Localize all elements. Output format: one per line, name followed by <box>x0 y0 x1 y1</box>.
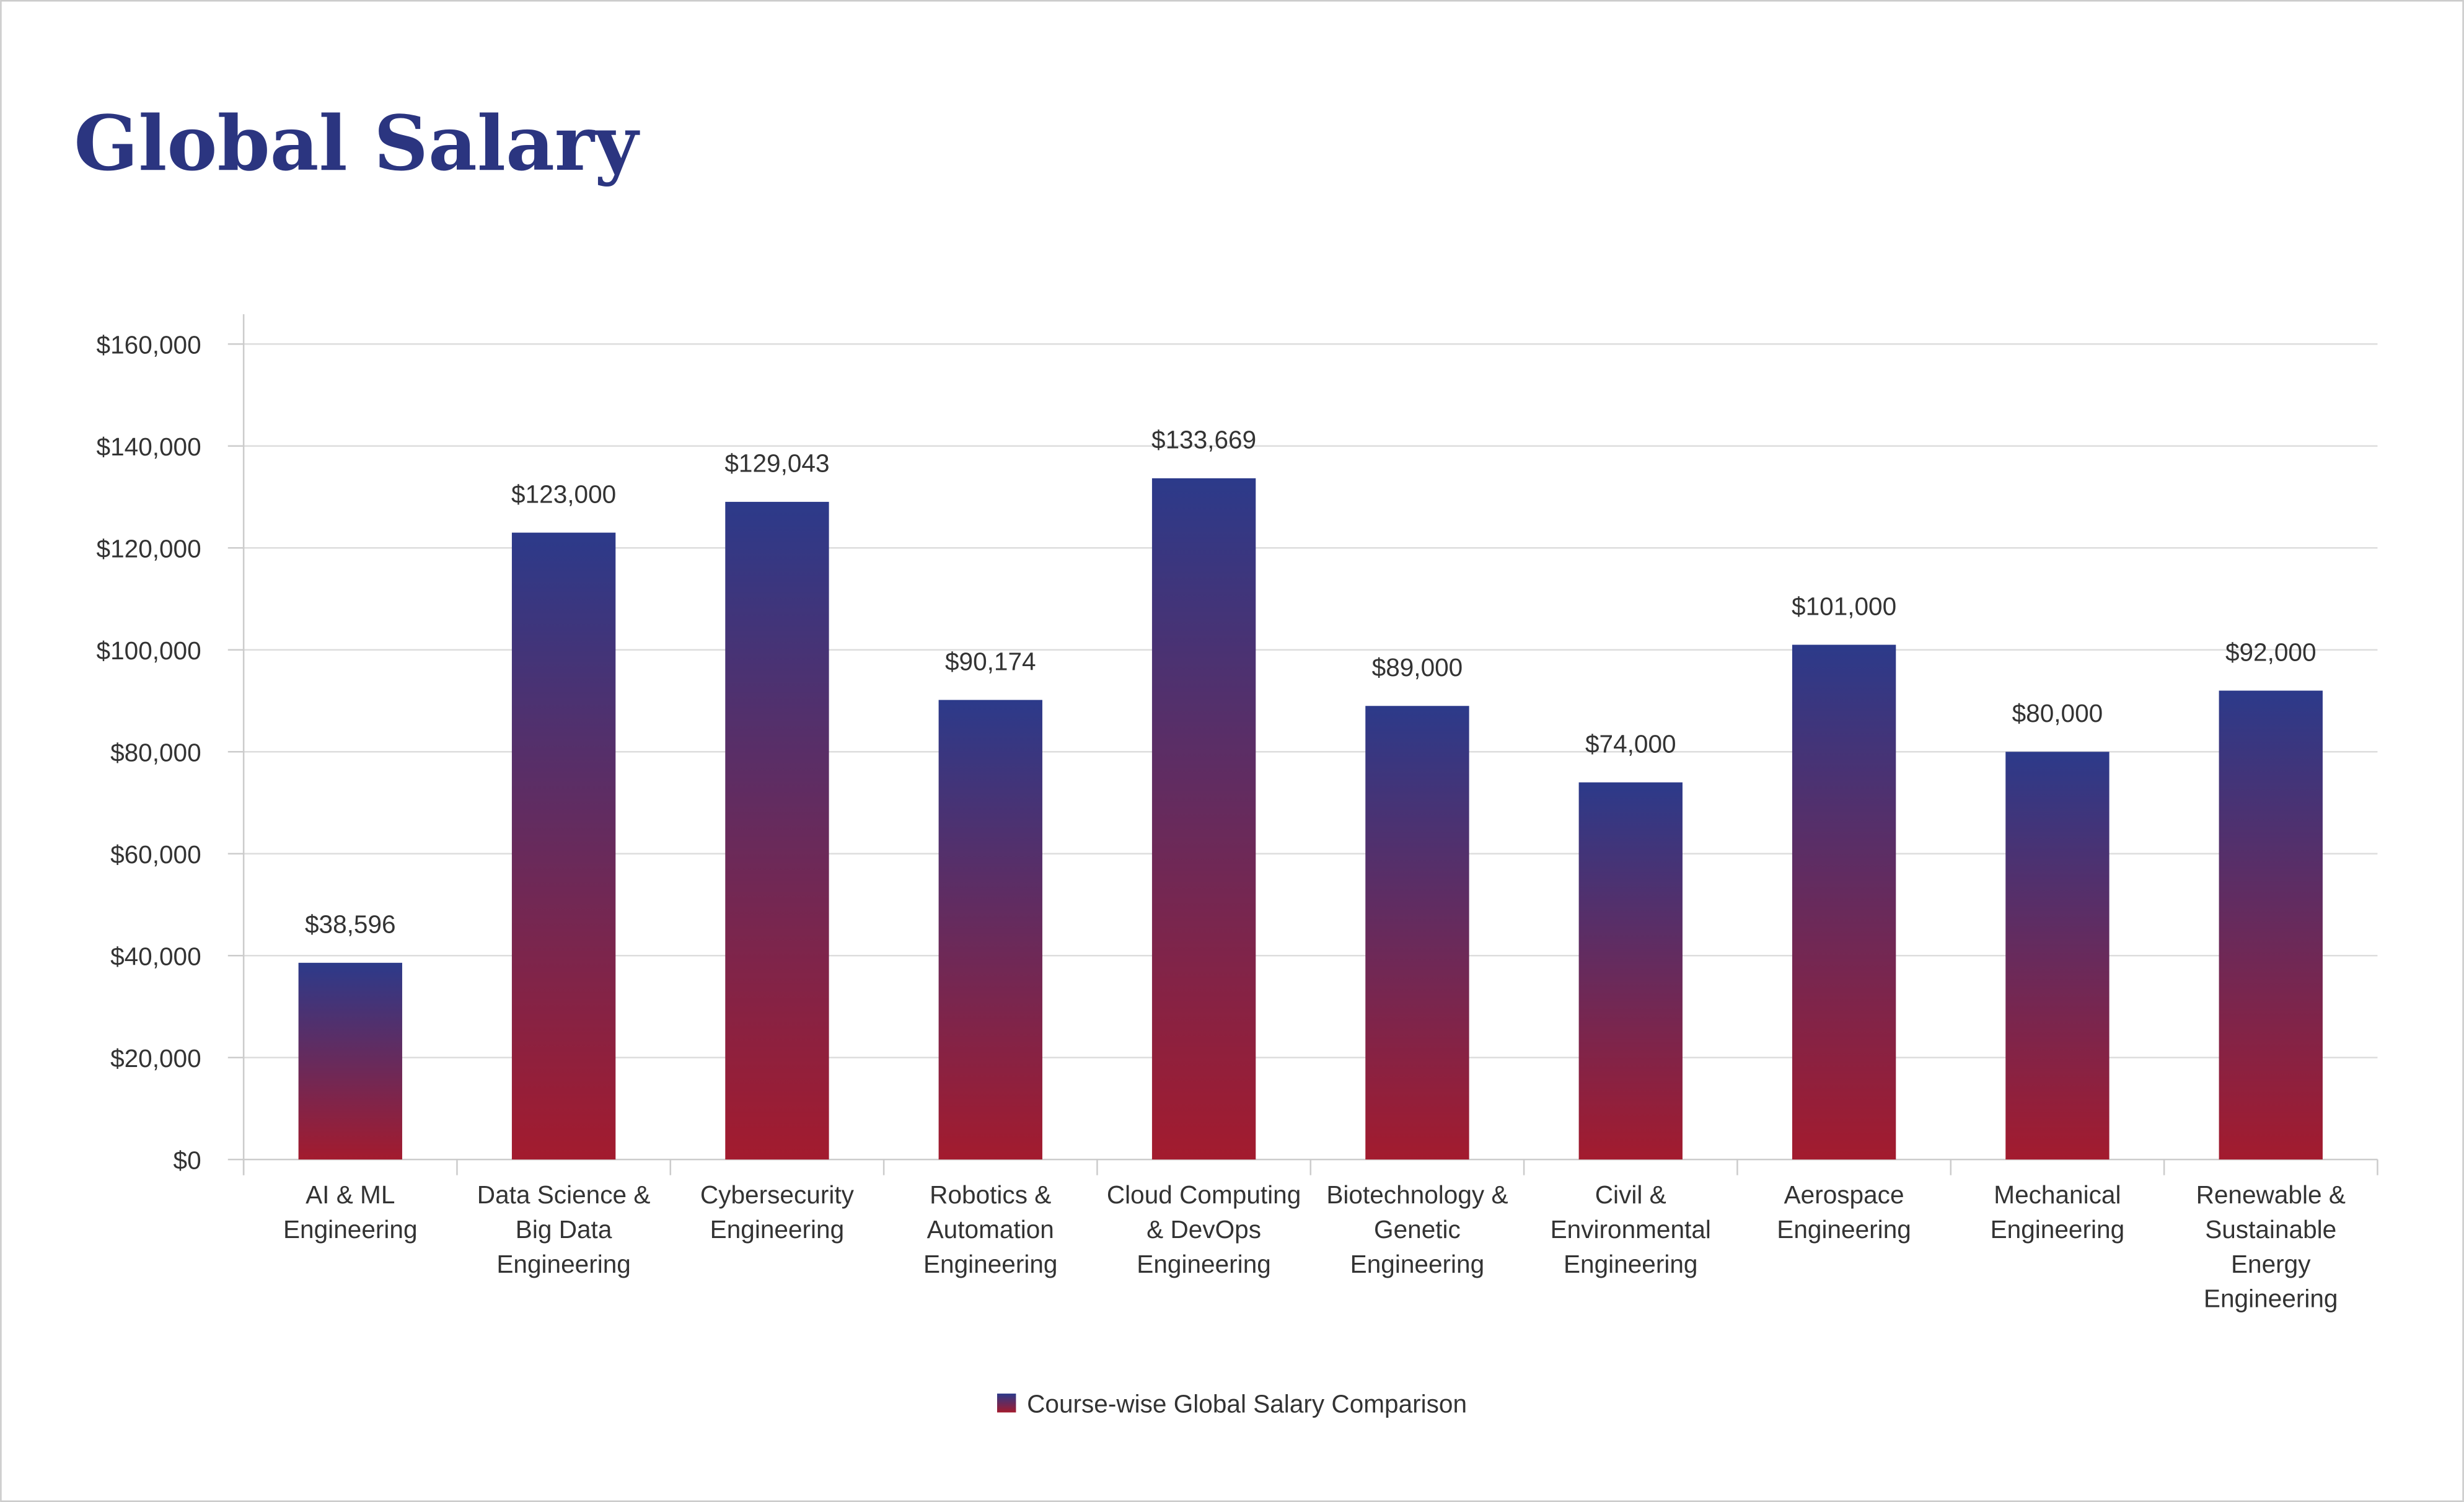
legend-label: Course-wise Global Salary Comparison <box>1027 1389 1467 1418</box>
bar <box>1578 782 1683 1160</box>
x-tick-label-box: Data Science & Big Data Engineering <box>477 1183 651 1279</box>
x-tick-label: Civil & Environmental Engineering <box>1550 1183 1711 1279</box>
bar <box>2005 752 2110 1160</box>
y-tick-label: $80,000 <box>110 738 201 766</box>
bar <box>938 700 1042 1160</box>
value-label: $101,000 <box>1792 592 1896 620</box>
x-tick-label-box: Robotics & Automation Engineering <box>923 1183 1058 1279</box>
y-tick-label: $160,000 <box>97 331 201 359</box>
value-label: $133,669 <box>1151 426 1256 454</box>
x-tick-label: Cloud Computing & DevOps Engineering <box>1106 1183 1301 1279</box>
legend: Course-wise Global Salary Comparison <box>997 1389 1467 1418</box>
bar <box>298 962 402 1160</box>
value-label: $92,000 <box>2225 638 2317 666</box>
value-label: $123,000 <box>511 480 616 508</box>
x-tick-label: Biotechnology & Genetic Engineering <box>1326 1183 1508 1279</box>
bar <box>2219 690 2323 1160</box>
y-tick-label: $100,000 <box>97 636 201 665</box>
y-tick-label: $140,000 <box>97 433 201 461</box>
bar <box>511 532 616 1160</box>
x-tick-label-box: Biotechnology & Genetic Engineering <box>1326 1183 1508 1279</box>
y-tick-label: $0 <box>174 1146 201 1174</box>
x-tick-label-box: AI & ML Engineering <box>283 1183 418 1245</box>
chart-title: Global Salary <box>74 99 640 188</box>
x-tick-label-box: Cloud Computing & DevOps Engineering <box>1106 1183 1301 1279</box>
x-tick-label: Aerospace Engineering <box>1777 1183 1911 1245</box>
x-tick-label-box: Renewable & Sustainable Energy Engineeri… <box>2196 1183 2346 1314</box>
x-tick-label-box: Cybersecurity Engineering <box>700 1183 854 1245</box>
bar <box>1365 706 1469 1160</box>
bar <box>725 501 829 1160</box>
y-tick-label: $120,000 <box>97 534 201 563</box>
x-tick-label: Renewable & Sustainable Energy Engineeri… <box>2196 1183 2346 1314</box>
value-label: $89,000 <box>1372 653 1463 682</box>
x-tick-label: Cybersecurity Engineering <box>700 1183 854 1245</box>
value-label: $80,000 <box>2012 699 2103 727</box>
x-tick-label: Data Science & Big Data Engineering <box>477 1183 651 1279</box>
bar <box>1151 478 1256 1160</box>
x-tick-label: AI & ML Engineering <box>283 1183 418 1245</box>
value-label: $129,043 <box>724 449 829 478</box>
y-tick-label: $60,000 <box>110 840 201 869</box>
x-tick-label: Robotics & Automation Engineering <box>923 1183 1058 1279</box>
x-tick-label-box: Aerospace Engineering <box>1777 1183 1911 1245</box>
y-tick-label: $40,000 <box>110 942 201 970</box>
x-tick-label: Mechanical Engineering <box>1990 1183 2125 1245</box>
value-label: $74,000 <box>1585 729 1676 758</box>
value-label: $90,174 <box>945 647 1036 675</box>
x-tick-label-box: Mechanical Engineering <box>1990 1183 2125 1245</box>
y-tick-label: $20,000 <box>110 1044 201 1073</box>
legend-swatch <box>997 1394 1016 1413</box>
value-label: $38,596 <box>305 910 396 939</box>
bar <box>1792 644 1896 1160</box>
x-tick-label-box: Civil & Environmental Engineering <box>1550 1183 1711 1279</box>
